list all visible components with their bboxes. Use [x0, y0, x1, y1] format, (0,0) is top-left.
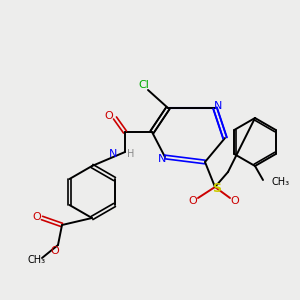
- Text: CH₃: CH₃: [28, 255, 46, 265]
- Text: H: H: [127, 149, 134, 159]
- Text: O: O: [33, 212, 41, 222]
- Text: CH₃: CH₃: [271, 177, 289, 187]
- Text: N: N: [109, 149, 117, 159]
- Text: O: O: [231, 196, 239, 206]
- Text: N: N: [214, 101, 222, 111]
- Text: S: S: [212, 182, 221, 194]
- Text: O: O: [51, 246, 59, 256]
- Text: O: O: [189, 196, 197, 206]
- Text: Cl: Cl: [139, 80, 149, 90]
- Text: O: O: [105, 111, 113, 121]
- Text: N: N: [158, 154, 166, 164]
